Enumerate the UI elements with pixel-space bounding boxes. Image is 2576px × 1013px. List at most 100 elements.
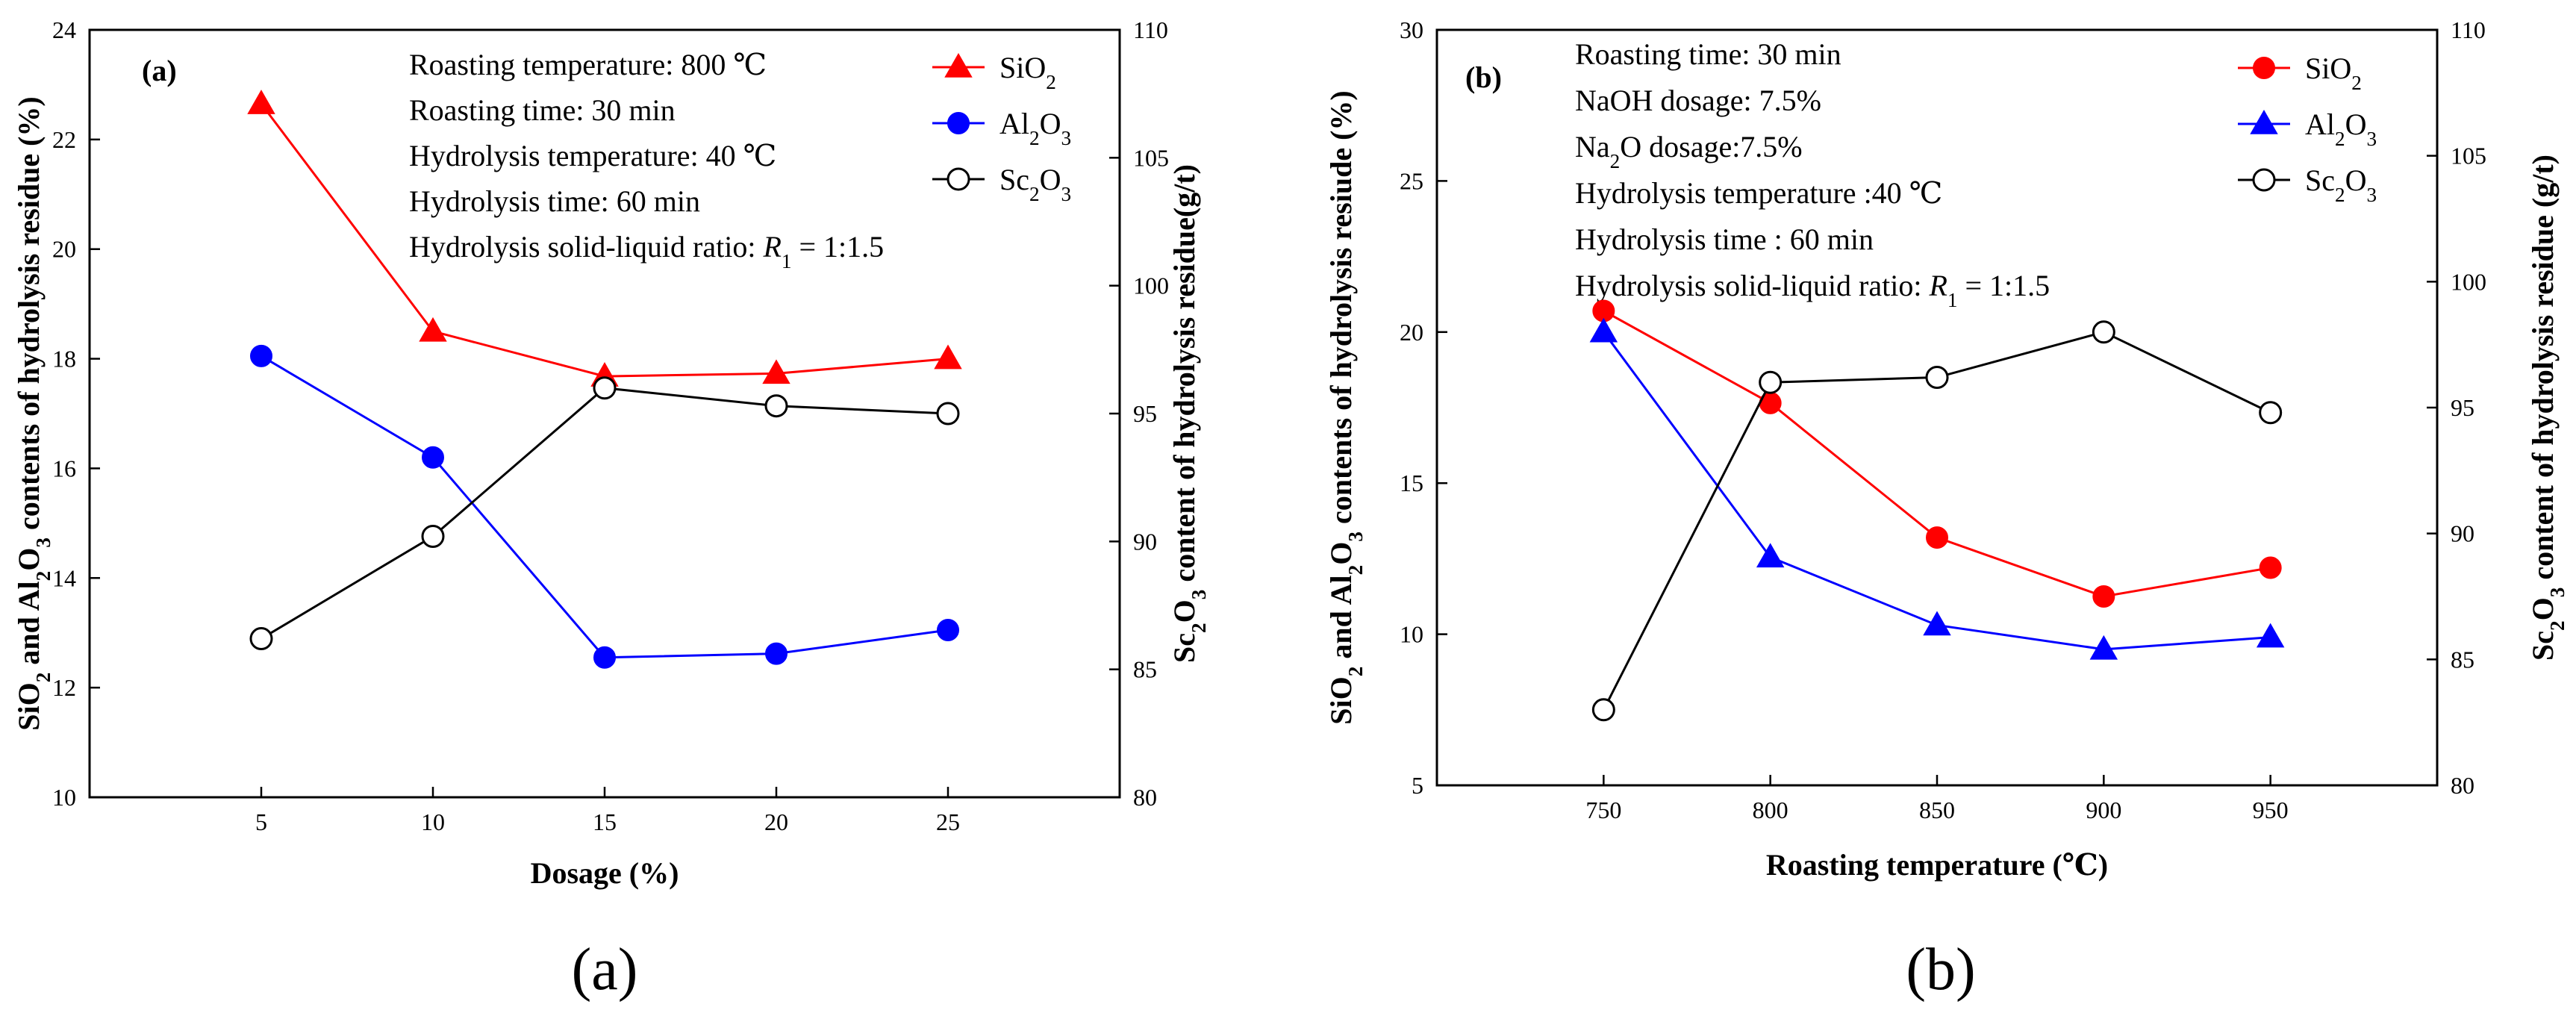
legend-label: Sc2O3 (2305, 163, 2377, 206)
panel-caption-part: ( (572, 937, 592, 1003)
condition-text: Roasting time: 30 min (409, 93, 676, 127)
y-left-axis-title-part: and Al (1324, 575, 1358, 666)
legend-label-part: 2 (1029, 127, 1040, 149)
panel-caption: (a) (572, 937, 638, 1003)
condition-text-part: 1 (1947, 289, 1958, 311)
x-tick-label: 10 (421, 808, 445, 835)
data-point-sio2 (762, 359, 790, 384)
legend-label: Al2O3 (2305, 107, 2377, 150)
y-left-tick-label: 30 (1400, 16, 1423, 43)
data-point-al2o3 (593, 646, 616, 669)
condition-text: Hydrolysis temperature :40 ℃ (1575, 176, 1942, 210)
legend-label-part: 3 (1061, 127, 1071, 149)
condition-text: Roasting temperature: 800 ℃ (409, 48, 767, 81)
y-left-tick-label: 20 (1400, 319, 1423, 346)
y-right-axis-title-part: content of hydrolysis residue(g/t) (1167, 164, 1201, 590)
y-right-tick-label: 110 (1133, 16, 1168, 43)
data-point-sc2o3 (421, 524, 445, 548)
y-right-tick-label: 100 (1133, 272, 1169, 299)
y-left-axis-title-part: SiO (12, 682, 46, 730)
y-left-axis-title-part: 2 (1344, 667, 1367, 677)
data-point-sio2 (2092, 585, 2115, 608)
y-right-axis-title-part: O (1167, 599, 1201, 623)
data-point-sc2o3 (593, 376, 617, 400)
x-axis-title: Roasting temperature (℃) (1766, 848, 2108, 882)
series-line-al2o3 (261, 355, 949, 659)
legend-label-part: O (2345, 163, 2367, 197)
data-point-al2o3 (422, 446, 444, 469)
x-tick-label: 15 (593, 808, 617, 835)
y-left-axis-title-part: contents of hydrolysis resiude (%) (1324, 90, 1358, 532)
y-right-axis-title-part: 2 (2546, 620, 2569, 631)
panel-caption-part: ) (1956, 937, 1976, 1003)
y-left-axis-title-part: O (12, 548, 46, 571)
data-point-al2o3 (1756, 543, 1785, 568)
x-tick-label: 20 (764, 808, 788, 835)
data-point-sc2o3 (764, 394, 788, 418)
condition-text-part: R (1928, 269, 1947, 302)
legend-label-part: O (1040, 107, 1061, 140)
legend-label-part: O (1040, 163, 1061, 196)
data-point-sc2o3 (2092, 320, 2115, 344)
condition-text-part: R (762, 230, 781, 264)
y-left-axis-title: SiO2 and Al2O3 contents of hydrolysis re… (1324, 90, 1367, 724)
x-tick-label: 750 (1585, 797, 1621, 823)
y-left-tick-label: 24 (52, 16, 76, 43)
y-left-tick-label: 14 (52, 564, 76, 591)
legend-label-part: 2 (1029, 183, 1040, 205)
condition-text-part: 1 (782, 250, 792, 272)
legend-label-part: SiO (2305, 52, 2351, 85)
y-right-tick-label: 95 (1133, 400, 1157, 427)
y-right-axis-title-part: Sc (1167, 633, 1201, 663)
y-right-axis-title-part: 2 (1188, 623, 1210, 633)
y-right-tick-label: 90 (2451, 520, 2474, 547)
legend-marker (2253, 57, 2275, 79)
x-tick-label: 25 (936, 808, 960, 835)
y-right-axis-title: Sc2O3 content of hydrolysis residue(g/t) (1167, 164, 1210, 663)
condition-text: Na2O dosage:7.5% (1575, 130, 1803, 172)
condition-text: Hydrolysis temperature: 40 ℃ (409, 139, 776, 172)
y-right-axis-title-part: Sc (2526, 631, 2560, 661)
condition-text-part: = 1:1.5 (1957, 269, 2050, 302)
data-point-al2o3 (2089, 635, 2118, 660)
legend-label-part: Al (999, 107, 1029, 140)
y-left-axis-title-part: and Al (12, 581, 46, 672)
legend-marker (2252, 168, 2276, 192)
y-right-tick-label: 110 (2451, 16, 2486, 43)
data-point-sc2o3 (2259, 401, 2283, 425)
panel-tag: (a) (142, 54, 177, 87)
condition-text-part: Na (1575, 130, 1610, 163)
y-right-tick-label: 95 (2451, 394, 2474, 421)
data-point-sc2o3 (1591, 698, 1615, 722)
data-point-al2o3 (250, 344, 272, 367)
condition-text-part: 2 (1610, 150, 1621, 172)
data-point-al2o3 (2256, 623, 2285, 648)
x-tick-label: 5 (255, 808, 267, 835)
data-point-al2o3 (937, 619, 959, 642)
y-right-axis-title-part: O (2526, 597, 2560, 620)
legend-label-part: Sc (999, 163, 1029, 196)
data-point-sc2o3 (1759, 370, 1783, 394)
legend-label-part: 2 (2335, 128, 2345, 150)
y-left-tick-label: 18 (52, 346, 76, 373)
y-left-axis-title-part: SiO (1324, 676, 1358, 724)
condition-text-part: O dosage:7.5% (1620, 130, 1802, 163)
x-tick-label: 850 (1919, 797, 1955, 823)
y-left-tick-label: 10 (52, 784, 76, 811)
legend-marker (946, 167, 970, 191)
y-left-tick-label: 15 (1400, 470, 1423, 496)
legend-label-part: 3 (2366, 128, 2377, 150)
y-left-axis-title-part: 2 (32, 571, 54, 582)
y-right-axis-title-part: content of hydrolysis residue (g/t) (2526, 155, 2560, 587)
y-left-axis-title-part: contents of hydrolysis residue (%) (12, 96, 46, 537)
y-right-tick-label: 105 (2451, 143, 2486, 169)
y-right-axis-title-part: 3 (2546, 587, 2569, 598)
condition-text: Hydrolysis time : 60 min (1575, 222, 1874, 256)
y-right-tick-label: 100 (2451, 268, 2486, 295)
panel-caption-part: b (1926, 937, 1956, 1003)
legend-label-part: Al (2305, 107, 2335, 141)
y-left-axis-title-part: O (1324, 542, 1358, 565)
y-left-tick-label: 25 (1400, 167, 1423, 194)
condition-text: Hydrolysis time: 60 min (409, 184, 700, 218)
data-point-sc2o3 (249, 627, 273, 651)
